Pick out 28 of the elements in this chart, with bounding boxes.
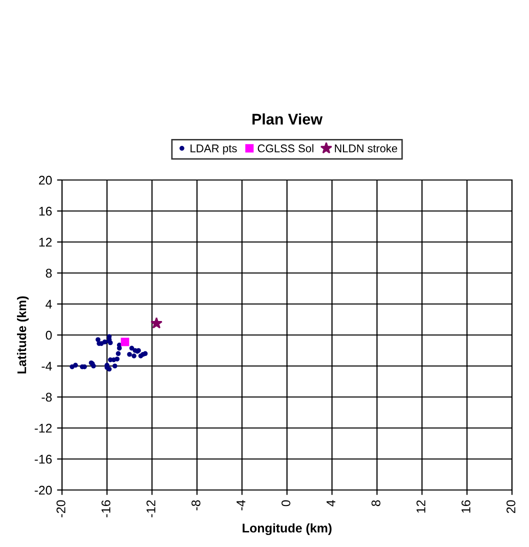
- chart-title: Plan View: [252, 113, 323, 125]
- x-tick-label: 0: [282, 500, 290, 506]
- x-tick-label: -8: [192, 500, 200, 510]
- x-tick-label: 12: [416, 500, 426, 513]
- legend-label: NLDN stroke: [334, 144, 398, 152]
- x-tick-label: 20: [506, 500, 516, 513]
- y-axis-title: Latitude (km): [17, 296, 29, 374]
- y-tick-label: -20: [34, 486, 52, 495]
- x-axis-title: Longitude (km): [242, 523, 332, 536]
- legend-label: LDAR pts: [190, 144, 237, 154]
- x-tick-label: 8: [372, 500, 380, 506]
- x-tick-label: -12: [146, 500, 156, 518]
- x-tick-label: 16: [462, 500, 470, 513]
- y-tick-label: -8: [42, 392, 52, 402]
- y-tick-label: -12: [34, 424, 52, 433]
- y-tick-label: 8: [46, 268, 52, 278]
- y-tick-label: -4: [42, 362, 52, 371]
- y-tick-label: -16: [34, 454, 52, 464]
- x-tick-label: -20: [56, 500, 66, 518]
- x-tick-label: 4: [326, 500, 336, 506]
- y-tick-label: 0: [46, 330, 52, 340]
- x-tick-label: -4: [236, 500, 246, 510]
- y-tick-label: 20: [39, 176, 52, 185]
- y-tick-label: 12: [39, 238, 52, 247]
- y-tick-label: 4: [46, 300, 52, 309]
- x-tick-label: -16: [102, 500, 110, 518]
- legend-label: CGLSS Sol: [258, 144, 314, 152]
- y-tick-label: 16: [39, 206, 52, 216]
